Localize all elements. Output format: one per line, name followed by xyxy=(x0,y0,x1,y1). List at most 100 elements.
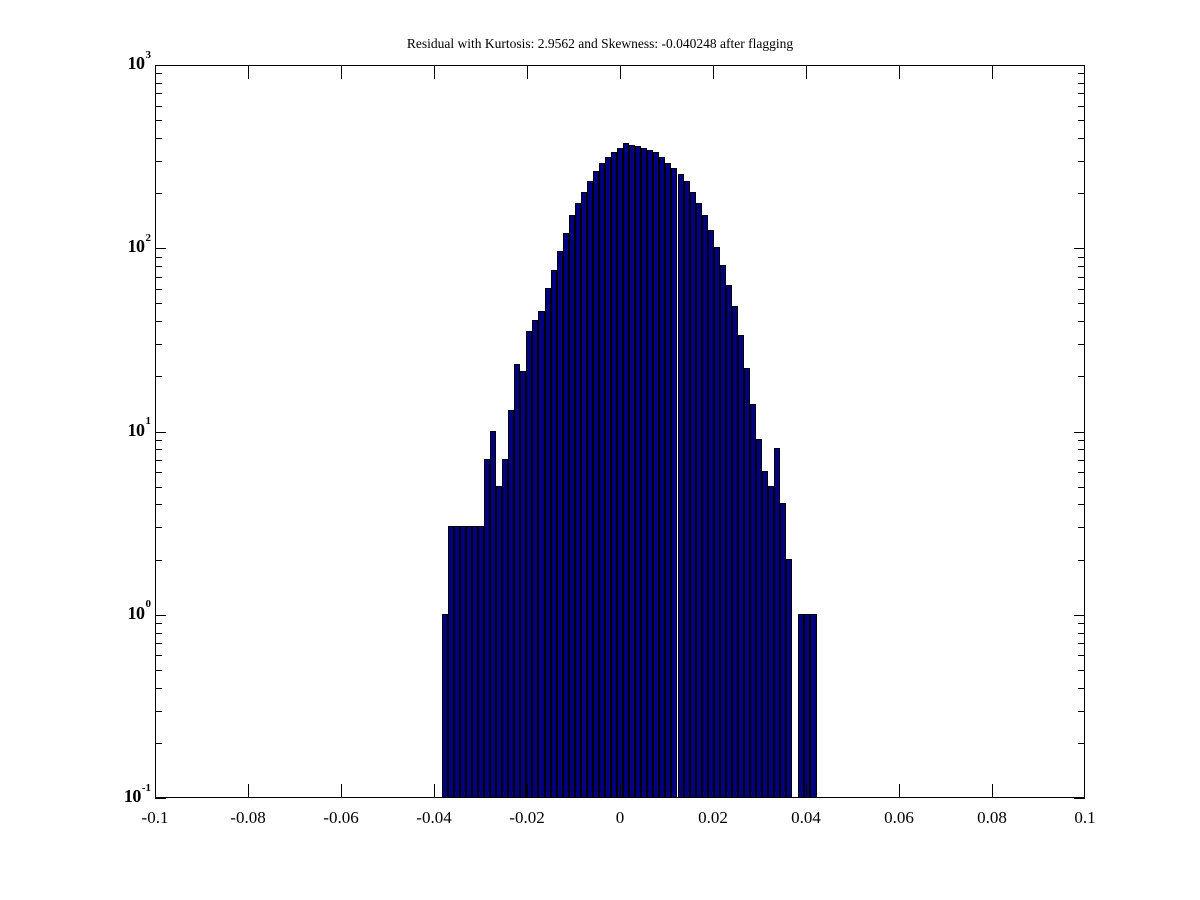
y-axis-minor-tick xyxy=(155,669,162,671)
histogram-bar xyxy=(520,371,527,797)
histogram-bar xyxy=(526,330,533,797)
y-axis-minor-tick-right xyxy=(1078,486,1085,488)
histogram-bar xyxy=(623,143,630,797)
histogram-bar xyxy=(562,232,569,797)
y-axis-minor-tick xyxy=(155,73,162,75)
y-axis-minor-tick-right xyxy=(1078,266,1085,267)
histogram-bar xyxy=(780,503,787,797)
plot-axes xyxy=(155,65,1085,798)
y-tick-exponent: 2 xyxy=(145,231,152,244)
x-axis-tick xyxy=(899,784,900,798)
y-axis-minor-tick xyxy=(155,256,162,258)
y-axis-minor-tick-right xyxy=(1078,527,1085,529)
histogram-bar xyxy=(556,251,563,797)
y-axis-minor-tick-right xyxy=(1078,160,1085,162)
y-axis-minor-tick-right xyxy=(1078,288,1085,290)
y-axis-minor-tick-right xyxy=(1078,137,1085,139)
histogram-bar xyxy=(611,152,618,797)
y-axis-minor-tick-right xyxy=(1078,193,1085,195)
histogram-bar xyxy=(568,214,575,797)
histogram-bar xyxy=(490,430,497,797)
histogram-bar xyxy=(774,448,781,797)
y-axis-minor-tick xyxy=(155,120,162,122)
histogram-bar xyxy=(496,485,503,797)
y-axis-minor-tick-right xyxy=(1078,439,1085,441)
histogram-bar xyxy=(731,305,738,797)
histogram-bar xyxy=(683,180,690,797)
y-axis-minor-tick xyxy=(155,449,162,451)
histogram-bar xyxy=(713,247,720,797)
y-tick-mantissa: 10 xyxy=(127,53,146,73)
y-tick-mantissa: 10 xyxy=(127,236,146,257)
x-axis-tick xyxy=(992,784,993,798)
y-axis-minor-tick-right xyxy=(1078,93,1085,95)
y-axis-minor-tick-right xyxy=(1078,472,1085,474)
histogram-bar xyxy=(604,157,611,797)
histogram-bar xyxy=(804,613,811,797)
histogram-bar xyxy=(453,526,460,797)
y-axis-minor-tick-right xyxy=(1078,559,1085,561)
y-axis-minor-tick xyxy=(155,459,162,461)
y-axis-minor-tick xyxy=(155,559,162,561)
histogram-bar xyxy=(689,192,696,797)
x-axis-tick-top xyxy=(248,66,249,79)
y-axis-minor-tick xyxy=(155,504,162,506)
x-axis-tick-top xyxy=(434,66,435,79)
histogram-bar xyxy=(592,171,599,797)
y-axis-minor-tick xyxy=(155,105,162,107)
histogram-bar xyxy=(659,157,666,797)
y-axis-tick-label: 100 xyxy=(100,598,152,624)
histogram-bar xyxy=(762,471,769,797)
y-axis-minor-tick-right xyxy=(1078,73,1085,75)
y-axis-major-tick xyxy=(155,65,166,66)
y-axis-minor-tick-right xyxy=(1078,256,1085,258)
histogram-bar xyxy=(471,526,478,797)
y-axis-minor-tick-right xyxy=(1078,643,1085,645)
y-axis-minor-tick-right xyxy=(1078,459,1085,461)
histogram-bar xyxy=(629,145,636,797)
x-axis-tick-label: 0.04 xyxy=(791,808,821,827)
histogram-bar xyxy=(532,320,539,797)
histogram-bar xyxy=(707,229,714,797)
y-axis-minor-tick xyxy=(155,288,162,290)
x-axis-tick-label: 0 xyxy=(615,808,625,827)
y-axis-minor-tick xyxy=(155,439,162,441)
y-axis-minor-tick xyxy=(155,160,162,162)
y-axis-minor-tick-right xyxy=(1078,105,1085,107)
y-axis-major-tick-right xyxy=(1074,248,1085,250)
y-axis-minor-tick-right xyxy=(1078,504,1085,506)
page-title: Residual with Kurtosis: 2.9562 and Skewn… xyxy=(406,36,794,51)
x-axis-tick-label: -0.1 xyxy=(141,808,169,827)
histogram-bar xyxy=(447,526,454,797)
y-axis-major-tick xyxy=(155,248,166,250)
y-axis-tick-label: 10-1 xyxy=(100,782,151,807)
histogram-bar xyxy=(810,613,817,797)
histogram-bar xyxy=(538,310,545,797)
histogram-bars xyxy=(156,66,1084,797)
y-axis-tick-label: 102 xyxy=(100,232,152,257)
y-axis-minor-tick xyxy=(155,655,162,657)
y-axis-major-tick xyxy=(155,431,166,433)
x-axis-tick-top xyxy=(806,66,807,79)
y-axis-minor-tick xyxy=(155,82,162,84)
histogram-bar xyxy=(586,180,593,797)
histogram-bar xyxy=(514,364,521,797)
x-axis-tick-label: 0.06 xyxy=(884,808,914,827)
x-axis-tick-label: 0.1 xyxy=(1074,808,1096,827)
y-axis-minor-tick xyxy=(155,472,162,474)
x-axis-tick xyxy=(341,784,342,798)
y-tick-exponent: 0 xyxy=(145,598,152,611)
histogram-bar xyxy=(635,146,642,797)
x-axis-tick-top xyxy=(527,66,528,79)
y-tick-mantissa: 10 xyxy=(123,786,142,806)
y-axis-minor-tick xyxy=(155,321,162,323)
y-axis-major-tick xyxy=(155,614,166,616)
histogram-bar xyxy=(441,613,448,797)
y-axis-minor-tick xyxy=(155,266,162,267)
histogram-bar xyxy=(617,147,624,797)
histogram-bar xyxy=(598,162,605,797)
x-axis-tick xyxy=(713,784,714,798)
histogram-bar xyxy=(478,526,485,797)
x-axis-tick-top xyxy=(899,66,900,79)
